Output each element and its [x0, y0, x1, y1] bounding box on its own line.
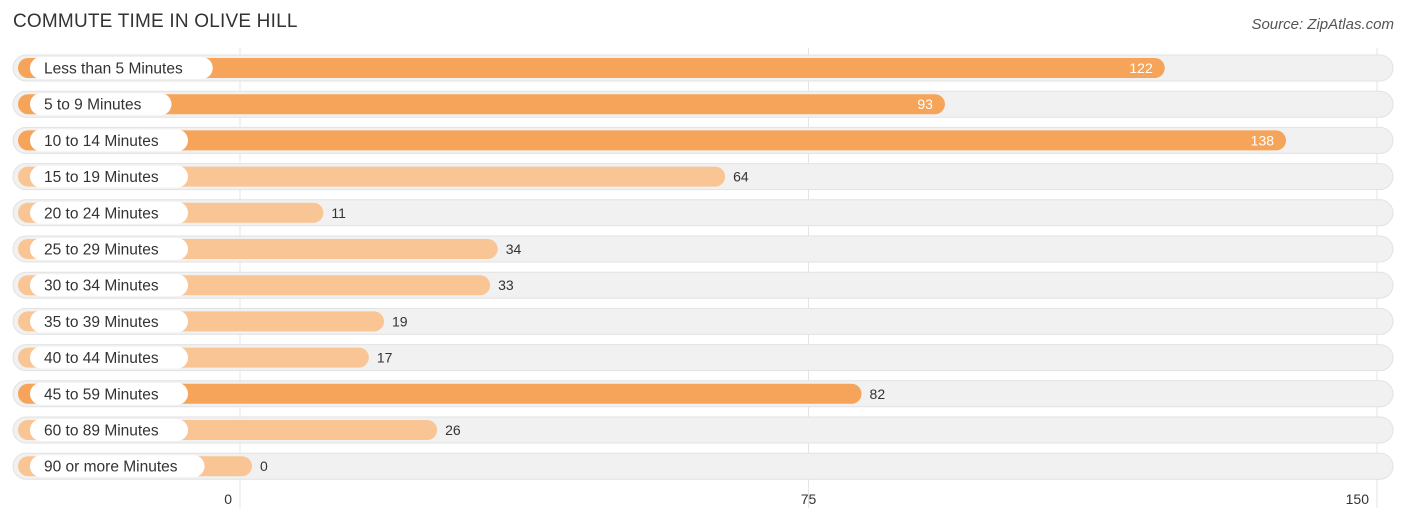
category-label-bg — [30, 57, 213, 79]
category-label-bg — [30, 455, 205, 478]
category-label: 15 to 19 Minutes — [44, 169, 159, 186]
x-tick-label: 0 — [224, 491, 232, 507]
category-label: 90 or more Minutes — [44, 459, 178, 476]
value-label: 19 — [392, 313, 408, 329]
category-label: 40 to 44 Minutes — [44, 350, 159, 367]
x-tick-label: 75 — [801, 491, 817, 507]
category-label: 30 to 34 Minutes — [44, 278, 159, 295]
category-label: 35 to 39 Minutes — [44, 314, 159, 331]
category-label-bg — [30, 165, 188, 188]
category-label-bg — [30, 201, 188, 224]
bar-track — [12, 199, 1394, 227]
chart-title: COMMUTE TIME IN OLIVE HILL — [13, 11, 298, 32]
value-label: 138 — [1251, 132, 1275, 148]
category-label: 45 to 59 Minutes — [44, 386, 159, 403]
bar — [18, 58, 1165, 78]
category-label-bg — [30, 274, 188, 297]
category-label: 5 to 9 Minutes — [44, 97, 142, 114]
category-label-bg — [30, 346, 188, 369]
value-label: 93 — [917, 96, 933, 112]
value-label: 17 — [377, 350, 393, 366]
source-note: Source: ZipAtlas.com — [1251, 16, 1394, 33]
value-label: 82 — [870, 386, 886, 402]
category-label: 25 to 29 Minutes — [44, 242, 159, 259]
category-label-bg — [30, 419, 188, 441]
category-label-bg — [30, 382, 188, 405]
value-label: 64 — [733, 169, 749, 185]
category-label-bg — [30, 129, 188, 152]
category-label: Less than 5 Minutes — [44, 61, 183, 78]
category-label: 10 to 14 Minutes — [44, 133, 159, 150]
value-label: 0 — [260, 458, 268, 474]
bar-track — [12, 452, 1394, 480]
category-label: 60 to 89 Minutes — [44, 423, 159, 440]
category-label-bg — [30, 310, 188, 333]
bar — [18, 383, 862, 404]
value-label: 34 — [506, 241, 522, 257]
category-label: 20 to 24 Minutes — [44, 205, 159, 222]
value-label: 122 — [1129, 60, 1153, 76]
category-label-bg — [30, 93, 172, 116]
value-label: 11 — [331, 205, 346, 221]
category-label-bg — [30, 238, 188, 260]
value-label: 33 — [498, 277, 514, 293]
bar — [18, 166, 726, 187]
x-tick-label: 150 — [1346, 491, 1370, 507]
bar — [18, 94, 945, 115]
value-label: 26 — [445, 422, 461, 438]
bar — [18, 130, 1287, 151]
